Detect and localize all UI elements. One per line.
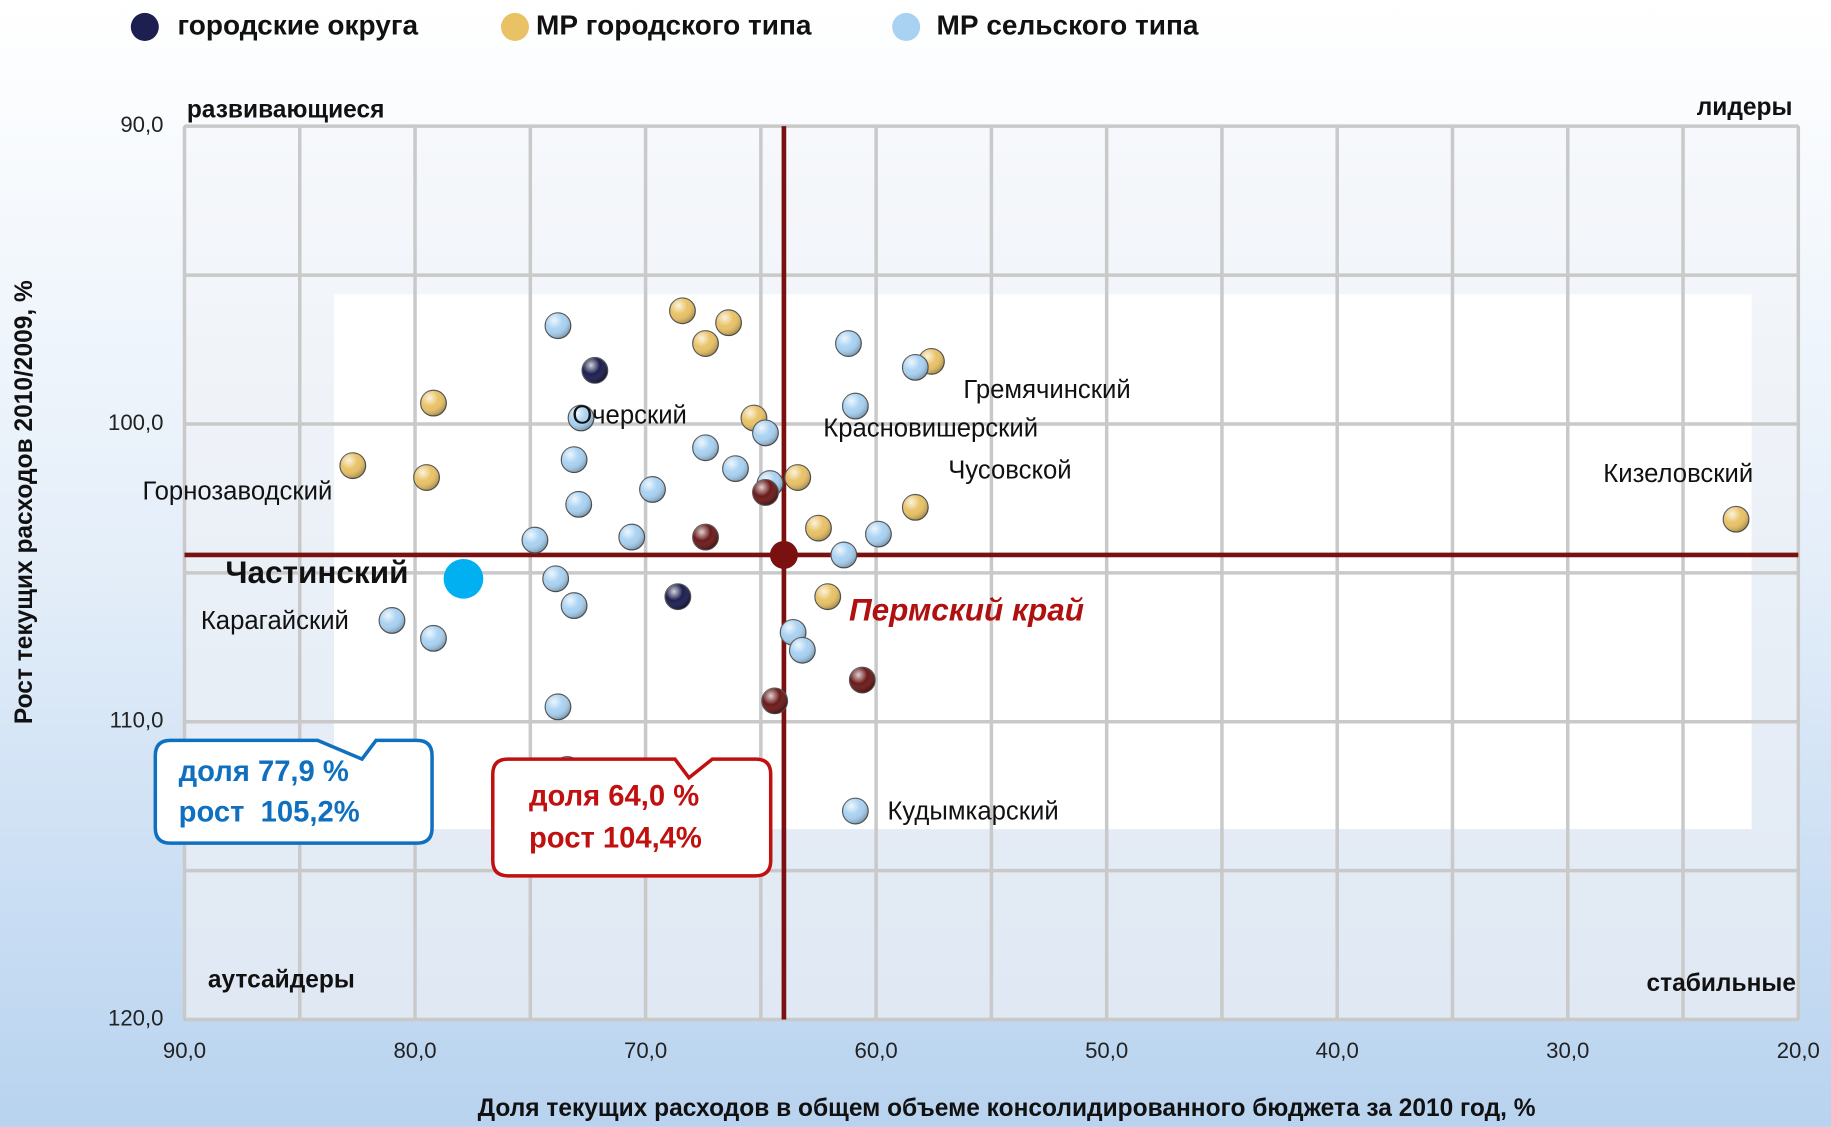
point-shine xyxy=(1723,506,1749,533)
point-shine xyxy=(420,625,447,652)
x-tick-label: 40,0 xyxy=(1316,1038,1359,1063)
point-label: Гремячинский xyxy=(963,376,1130,404)
legend-label: МР городского типа xyxy=(536,9,812,40)
callout-text: доля 64,0 % xyxy=(529,780,699,812)
point-shine xyxy=(522,527,548,553)
point-shine xyxy=(692,434,719,461)
callout-box xyxy=(491,757,773,878)
point-label: Кизеловский xyxy=(1603,460,1753,488)
inner-panel xyxy=(333,294,1752,830)
y-tick-label: 90,0 xyxy=(120,112,163,137)
point-shine xyxy=(835,330,862,357)
x-tick-label: 80,0 xyxy=(393,1038,436,1063)
x-tick-label: 30,0 xyxy=(1546,1038,1589,1063)
x-tick-label: 70,0 xyxy=(624,1038,667,1063)
point-shine xyxy=(902,494,929,521)
point-shine xyxy=(902,354,929,381)
region-label: Пермский край xyxy=(849,591,1084,627)
quadrant-label: лидеры xyxy=(1697,94,1793,121)
point-shine xyxy=(831,542,857,568)
callout-text: рост 105,2% xyxy=(179,797,360,829)
point-shine xyxy=(565,491,592,518)
point-shine xyxy=(379,607,405,634)
point-shine xyxy=(561,592,587,619)
quadrant-label: развивающиеся xyxy=(187,96,385,123)
point-shine xyxy=(692,330,719,357)
point-shine xyxy=(561,446,587,473)
point-shine xyxy=(542,565,569,592)
x-tick-label: 20,0 xyxy=(1777,1038,1820,1063)
x-tick-label: 50,0 xyxy=(1085,1038,1128,1063)
legend-label: МР сельского типа xyxy=(937,9,1199,40)
legend-label: городские округа xyxy=(177,9,418,40)
point-shine xyxy=(545,312,571,339)
point-shine xyxy=(722,455,749,482)
legend-marker xyxy=(892,12,921,41)
x-axis-title: Доля текущих расходов в общем объеме кон… xyxy=(478,1095,1536,1122)
legend-marker xyxy=(130,12,159,41)
point-label: Очерский xyxy=(572,402,687,430)
point-shine xyxy=(582,357,608,384)
point-shine xyxy=(545,693,571,720)
region-point xyxy=(769,540,798,569)
point-shine xyxy=(849,667,876,693)
point-shine xyxy=(789,637,816,664)
highlight-label: Частинский xyxy=(225,554,408,590)
quadrant-label: стабильные xyxy=(1646,970,1796,997)
point-shine xyxy=(692,524,719,550)
legend-marker xyxy=(500,12,529,41)
point-shine xyxy=(339,452,366,479)
point-shine xyxy=(420,390,447,416)
x-tick-label: 60,0 xyxy=(855,1038,898,1063)
point-shine xyxy=(639,476,666,503)
x-tick-label: 90,0 xyxy=(163,1038,206,1063)
y-axis-title: Рост текущих расходов 2010/2009, % xyxy=(11,280,38,724)
point-shine xyxy=(618,524,645,550)
quadrant-label: аутсайдеры xyxy=(208,966,355,993)
highlight-point xyxy=(443,558,484,599)
point-shine xyxy=(805,515,832,542)
point-shine xyxy=(665,583,691,610)
y-tick-label: 110,0 xyxy=(110,708,164,733)
y-tick-label: 100,0 xyxy=(108,410,163,435)
point-shine xyxy=(568,405,594,431)
point-shine xyxy=(761,688,788,714)
point-shine xyxy=(814,583,841,610)
point-label: Красновишерский xyxy=(823,415,1038,443)
callout-text: доля 77,9 % xyxy=(179,756,349,788)
point-shine xyxy=(752,479,779,506)
point-shine xyxy=(842,798,869,824)
point-shine xyxy=(842,393,869,419)
callout-text: рост 104,4% xyxy=(529,822,702,854)
point-shine xyxy=(669,297,696,324)
point-label: Кудымкарский xyxy=(887,798,1058,826)
point-label: Чусовской xyxy=(948,457,1071,485)
callout-box xyxy=(153,738,434,845)
point-shine xyxy=(784,464,811,491)
point-label: Горнозаводский xyxy=(142,478,332,506)
point-shine xyxy=(865,521,892,547)
point-shine xyxy=(752,420,779,446)
point-shine xyxy=(715,309,742,336)
point-shine xyxy=(413,464,440,491)
point-label: Карагайский xyxy=(201,607,349,635)
y-tick-label: 120,0 xyxy=(108,1005,163,1030)
